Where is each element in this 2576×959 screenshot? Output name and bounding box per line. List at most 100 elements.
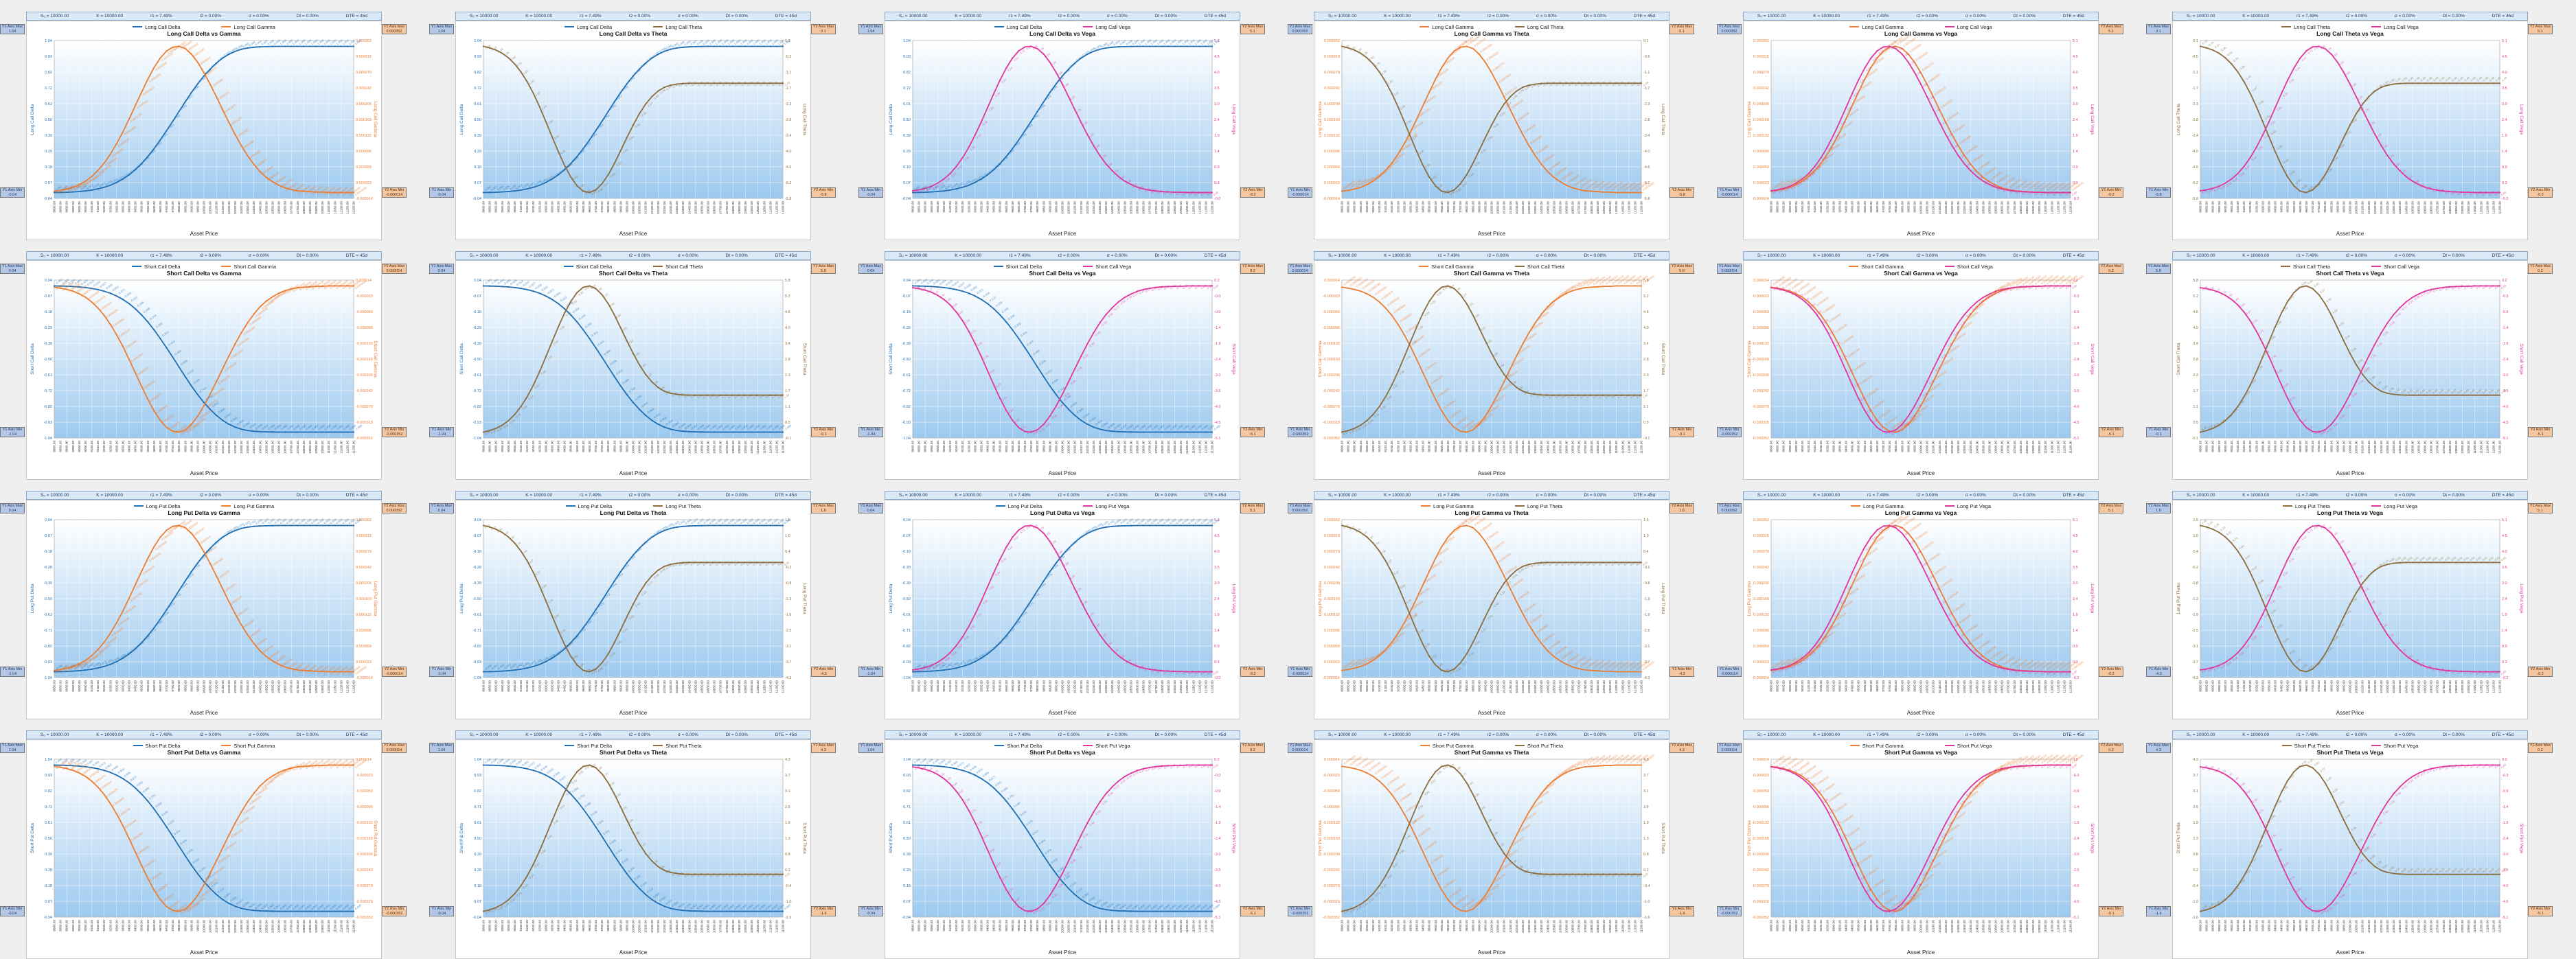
data-point-y2 <box>2032 191 2034 194</box>
data-label-y1: 0.966 <box>665 43 673 50</box>
y1-axis-min-box[interactable]: Y1 Axis Min -0.04 <box>858 187 883 198</box>
data-label-y2: -3.29 <box>2282 382 2290 389</box>
y2-axis-max-box[interactable]: Y2 Axis Max 1.6 <box>811 503 836 513</box>
data-point-y2 <box>1789 185 1791 187</box>
data-label-y2: 5.55 <box>1442 285 1449 291</box>
data-point-y2 <box>763 394 765 396</box>
y2-axis-min-box[interactable]: Y2 Axis Min -0.2 <box>2099 187 2123 198</box>
y1-axis-max-box[interactable]: Y1 Axis Max 1.04 <box>429 24 454 34</box>
data-point-y1 <box>1970 313 1972 315</box>
y2-axis-max-box[interactable]: Y2 Axis Max 0.2 <box>2099 264 2123 274</box>
data-label-y1: -5.55 <box>2301 183 2308 190</box>
chart-frame: 0.1 -0.5 -1.1 -1.7 -2.3 -2.8 -3.4 -4.0 -4.6 -5.2-… <box>2172 21 2528 240</box>
y1-axis-min-box[interactable]: Y1 Axis Min -0.04 <box>0 187 25 198</box>
data-point-y2 <box>980 121 983 123</box>
y2-axis-max-box[interactable]: Y2 Axis Max 0.000352 <box>382 503 407 513</box>
y1-axis-min-box[interactable]: Y1 Axis Min -1.04 <box>429 427 454 437</box>
y1-axis-max-box[interactable]: Y1 Axis Max 1.04 <box>858 24 883 34</box>
box-label: Y2 Axis Min <box>384 667 404 671</box>
y1-axis-max-box[interactable]: Y1 Axis Max 5.8 <box>2146 264 2171 274</box>
y1-axis-min-box[interactable]: Y1 Axis Min -1.04 <box>429 667 454 677</box>
y1-axis-min-box[interactable]: Y1 Axis Min -0.000352 <box>1717 427 1742 437</box>
y2-axis-title: Long Call Theta <box>802 104 807 135</box>
y2-axis-min-box[interactable]: Y2 Axis Min -0.000014 <box>382 187 407 198</box>
x-tick-label: 9000.00 <box>1365 441 1369 452</box>
y2-axis-min-box[interactable]: Y2 Axis Min -5.1 <box>2528 427 2553 437</box>
y1-axis-max-box[interactable]: Y1 Axis Max 0.04 <box>0 264 25 274</box>
y1-axis-min-box[interactable]: Y1 Axis Min -0.04 <box>429 187 454 198</box>
data-label-y2: 0.53 <box>1119 174 1126 181</box>
data-point-y1 <box>2437 394 2439 396</box>
y2-axis-max-box[interactable]: Y2 Axis Max 0.000014 <box>382 264 407 274</box>
data-point-y2 <box>1472 162 1474 164</box>
y2-axis-min-box[interactable]: Y2 Axis Min -0.2 <box>1240 187 1265 198</box>
y1-axis-max-box[interactable]: Y1 Axis Max 0.000014 <box>1717 264 1742 274</box>
data-point-y1 <box>240 428 242 430</box>
y1-axis-max-box[interactable]: Y1 Axis Max 0.04 <box>858 264 883 274</box>
data-point-y2 <box>632 352 635 354</box>
y2-axis-min-box[interactable]: Y2 Axis Min -0.1 <box>1669 427 1694 437</box>
data-label-y1: -0.752 <box>148 627 157 635</box>
y2-axis-max-box[interactable]: Y2 Axis Max 0.1 <box>811 24 836 34</box>
y1-axis-min-box[interactable]: Y1 Axis Min -0.000014 <box>1717 187 1742 198</box>
y2-axis-min-box[interactable]: Y2 Axis Min -5.8 <box>811 187 836 198</box>
y1-axis-min-box[interactable]: Y1 Axis Min -1.04 <box>0 427 25 437</box>
y1-axis-min-box[interactable]: Y1 Axis Min -0.1 <box>2146 427 2171 437</box>
data-label-y2: -0.12 <box>2003 287 2010 294</box>
y2-axis-min-box[interactable]: Y2 Axis Min -0.000352 <box>382 427 407 437</box>
y1-axis-max-box[interactable]: Y1 Axis Max 0.000014 <box>1288 264 1312 274</box>
param-label: σ = 0.00% <box>2394 253 2415 258</box>
data-point-y2 <box>2287 397 2289 400</box>
data-point-y1 <box>1994 184 1997 186</box>
y2-axis-max-box[interactable]: Y2 Axis Max 0.2 <box>1240 264 1265 274</box>
y2-axis-min-box[interactable]: Y2 Axis Min -0.000014 <box>382 667 407 677</box>
x-tick-label: 10200.00 <box>1515 201 1518 215</box>
y2-axis-min-box[interactable]: Y2 Axis Min -5.8 <box>1669 187 1694 198</box>
y1-tick-label: -0.28 <box>472 566 481 570</box>
data-point-y2 <box>2224 294 2226 297</box>
y1-axis-max-box[interactable]: Y1 Axis Max 0.000352 <box>1717 24 1742 34</box>
y2-axis-min-box[interactable]: Y2 Axis Min -0.2 <box>2528 187 2553 198</box>
y1-axis-title: Long Call Delta <box>459 104 464 135</box>
y1-tick-label: 0.000132 <box>1324 134 1340 138</box>
y2-axis-max-box[interactable]: Y2 Axis Max 5.1 <box>1240 24 1265 34</box>
y2-axis-max-box[interactable]: Y2 Axis Max 0.1 <box>1669 24 1694 34</box>
data-label-y2: 0.00 <box>2488 284 2495 290</box>
y1-axis-min-box[interactable]: Y1 Axis Min -0.000352 <box>1288 427 1312 437</box>
data-point-y1 <box>1870 410 1872 412</box>
y2-axis-max-box[interactable]: Y2 Axis Max 5.8 <box>811 264 836 274</box>
data-label-y2: 0.00 <box>1194 284 1200 290</box>
data-point-y2 <box>2374 133 2376 136</box>
y2-axis-min-box[interactable]: Y2 Axis Min -5.1 <box>2099 427 2123 437</box>
y1-axis-max-box[interactable]: Y1 Axis Max 0.04 <box>429 503 454 513</box>
y2-axis-max-box[interactable]: Y2 Axis Max 0.2 <box>2528 264 2553 274</box>
data-point-y1 <box>732 524 734 527</box>
x-tick-label: 9500.00 <box>2286 201 2290 213</box>
y2-axis-max-box[interactable]: Y2 Axis Max 0.000352 <box>382 24 407 34</box>
y1-axis-min-box[interactable]: Y1 Axis Min -1.04 <box>0 667 25 677</box>
y2-axis-min-box[interactable]: Y2 Axis Min -4.3 <box>811 667 836 677</box>
y1-axis-min-box[interactable]: Y1 Axis Min -5.8 <box>2146 187 2171 198</box>
y1-axis-max-box[interactable]: Y1 Axis Max 0.1 <box>2146 24 2171 34</box>
data-point-y2 <box>315 670 317 672</box>
y1-axis-max-box[interactable]: Y1 Axis Max 0.000352 <box>1288 24 1312 34</box>
data-point-y2 <box>1945 343 1947 345</box>
y1-axis-min-box[interactable]: Y1 Axis Min -1.04 <box>858 427 883 437</box>
data-point-y2 <box>744 82 746 84</box>
data-point-y2 <box>2492 285 2495 287</box>
data-point-y2 <box>1926 380 1928 382</box>
y2-axis-min-box[interactable]: Y2 Axis Min -0.1 <box>811 427 836 437</box>
y1-axis-min-box[interactable]: Y1 Axis Min -0.000014 <box>1288 187 1312 198</box>
y2-axis-max-box[interactable]: Y2 Axis Max 5.1 <box>2528 24 2553 34</box>
y1-axis-max-box[interactable]: Y1 Axis Max 0.04 <box>0 503 25 513</box>
y1-axis-max-box[interactable]: Y1 Axis Max 0.04 <box>429 264 454 274</box>
data-point-y1 <box>115 181 117 183</box>
data-point-y1 <box>763 524 765 527</box>
y1-axis-max-box[interactable]: Y1 Axis Max 1.04 <box>0 24 25 34</box>
y2-axis-max-box[interactable]: Y2 Axis Max 5.8 <box>1669 264 1694 274</box>
y2-axis-max-box[interactable]: Y2 Axis Max 5.1 <box>2099 24 2123 34</box>
data-point-y2 <box>986 106 989 109</box>
y2-axis-min-box[interactable]: Y2 Axis Min -5.1 <box>1240 427 1265 437</box>
x-tick-label: 10950.00 <box>1179 201 1183 215</box>
data-point-y2 <box>688 394 690 396</box>
